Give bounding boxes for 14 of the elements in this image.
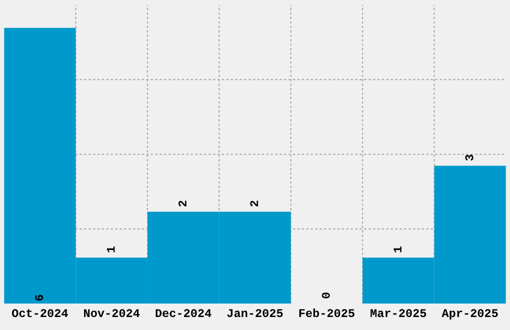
x-tick-label: Nov-2024 [84,309,140,318]
data-label: 1 [394,246,402,252]
x-tick-label: Oct-2024 [12,309,68,318]
x-tick-label: Jan-2025 [227,309,283,318]
data-label: 3 [465,154,474,161]
data-label: 2 [250,200,258,206]
data-label: 6 [35,294,44,301]
x-tick-label: Feb-2025 [299,308,354,318]
data-label: 1 [106,246,115,252]
x-tick-label: Mar-2025 [370,309,426,318]
data-label: 2 [178,200,186,206]
x-tick-label: Dec-2024 [156,309,212,318]
data-label: 0 [322,292,330,298]
x-tick-label: Apr-2025 [442,309,498,320]
